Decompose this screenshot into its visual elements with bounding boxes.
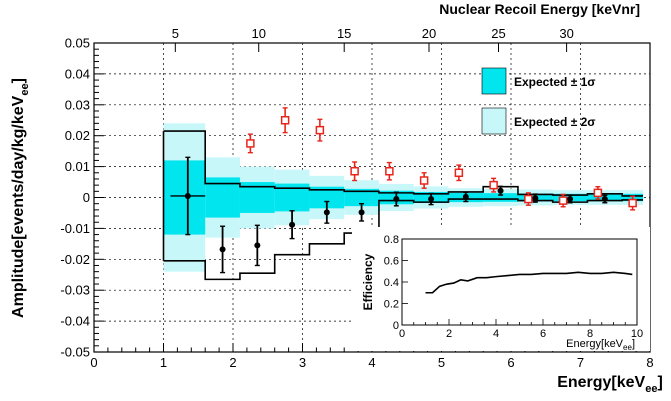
x-tick-label: 0 <box>90 355 97 370</box>
band-1sigma-bin <box>483 193 518 202</box>
y-tick-label: 0.05 <box>65 36 90 51</box>
legend-swatch <box>481 107 507 135</box>
y-tick-label: -0.02 <box>60 252 90 267</box>
efficiency-inset: 0 2 4 6 8 10 0 0.2 0.4 0.6 0.8 Energy[keVee] Efficie… <box>352 227 650 352</box>
x-tick-label: 3 <box>299 355 306 370</box>
y-tick-label: -0.04 <box>60 314 90 329</box>
y-tick-label: 0.01 <box>65 159 90 174</box>
red-square-point <box>315 125 325 135</box>
expected-bands <box>163 123 644 272</box>
top-tick-label: 30 <box>559 26 573 41</box>
x-tick-label: 4 <box>368 355 375 370</box>
inset-y-tick-label: 0.8 <box>384 234 399 246</box>
black-circle-point <box>323 209 330 216</box>
red-square-point <box>524 194 533 204</box>
top-tick-label: 5 <box>172 26 179 41</box>
x-tick-label: 6 <box>507 355 514 370</box>
inset-x-tick-label: 2 <box>446 328 452 340</box>
y-axis-title: Amplitude[events/day/kg/keVee] <box>10 78 31 318</box>
x-tick-label: 2 <box>229 355 236 370</box>
inset-y-tick-label: 0.4 <box>384 277 399 289</box>
inset-x-tick-label: 6 <box>540 328 546 340</box>
black-circle-point <box>567 196 574 203</box>
inset-y-tick-label: 0 <box>393 320 399 332</box>
efficiency-curve <box>425 271 633 294</box>
inset-x-tick-label: 0 <box>399 328 405 340</box>
axis-ticks: 0 1 2 3 4 5 6 7 8 -0.05 -0.04 -0.03 -0.02 -0.01 0 0.01 0… <box>60 26 653 370</box>
black-circle-point <box>462 193 469 200</box>
inset-x-axis-title: Energy[keVee] <box>566 338 635 352</box>
y-tick-label: 0.03 <box>65 97 90 112</box>
inset-x-axis-title-sub: ee <box>623 343 632 352</box>
legend: Expected ± 1σ Expected ± 2σ <box>481 67 596 135</box>
top-tick-label: 10 <box>251 26 265 41</box>
outline-lower <box>163 198 644 281</box>
inset-y-tick-label: 0.2 <box>384 299 399 311</box>
legend-label: Expected ± 1σ <box>514 75 596 89</box>
legend-label: Expected ± 2σ <box>514 115 596 129</box>
band-1sigma-bin <box>309 186 345 209</box>
black-circle-point <box>219 246 226 253</box>
band-1sigma-bin <box>163 160 206 235</box>
y-tick-label: 0.02 <box>65 128 90 143</box>
inset-y-tick-label: 0.6 <box>384 256 399 268</box>
black-circle-point <box>532 195 539 202</box>
x-axis-title-sub: ee <box>645 383 657 395</box>
black-circle-point <box>601 196 608 203</box>
legend-swatch <box>481 67 507 95</box>
y-tick-label: 0.04 <box>65 66 90 81</box>
black-series <box>170 156 608 274</box>
black-circle-point <box>254 242 261 249</box>
black-circle-point <box>393 196 400 203</box>
x-tick-label: 8 <box>646 355 653 370</box>
red-square-point <box>350 166 359 176</box>
x-tick-label: 5 <box>438 355 445 370</box>
red-square-point <box>385 166 394 176</box>
top-tick-label: 20 <box>422 26 436 41</box>
y-tick-label: -0.01 <box>60 221 90 236</box>
x-axis-title-main: Energy[keV <box>557 374 645 391</box>
y-axis-title-sub: ee <box>19 83 31 95</box>
top-axis-title: Nuclear Recoil Energy [keVnr] <box>439 1 640 17</box>
red-series <box>246 107 637 211</box>
y-axis-title-main: Amplitude[events/day/kg/keV <box>10 95 27 318</box>
red-square-point <box>454 168 464 178</box>
red-square-point <box>489 180 498 190</box>
grid-lines <box>94 43 650 352</box>
red-square-point <box>593 188 603 198</box>
y-tick-label: -0.03 <box>60 283 90 298</box>
band-1sigma-bin <box>344 188 379 207</box>
red-square-point <box>419 176 429 185</box>
inset-x-tick-label: 10 <box>631 328 643 340</box>
y-axis-title-close: ] <box>10 78 27 83</box>
y-tick-label: 0 <box>83 190 90 205</box>
inset-x-tick-label: 4 <box>493 328 499 340</box>
x-axis-title: Energy[keVee] <box>557 374 663 395</box>
x-tick-label: 1 <box>160 355 167 370</box>
x-axis-title-close: ] <box>657 374 662 391</box>
black-circle-point <box>289 221 296 228</box>
top-tick-label: 25 <box>491 26 505 41</box>
inset-x-tick-label: 8 <box>587 328 593 340</box>
x-tick-label: 7 <box>577 355 584 370</box>
top-tick-label: 15 <box>337 26 351 41</box>
red-square-point <box>558 196 568 205</box>
black-circle-point <box>497 187 504 194</box>
red-square-point <box>280 116 290 125</box>
inset-y-axis-title: Efficiency <box>361 253 375 310</box>
black-circle-point <box>358 209 365 216</box>
red-square-point <box>628 198 637 208</box>
inset-x-axis-title-main: Energy[keV <box>566 338 624 350</box>
inset-x-axis-title-close: ] <box>632 338 635 350</box>
y-tick-label: -0.05 <box>60 345 90 360</box>
red-square-point <box>246 139 255 148</box>
black-circle-point <box>184 192 191 199</box>
black-circle-point <box>428 196 435 203</box>
